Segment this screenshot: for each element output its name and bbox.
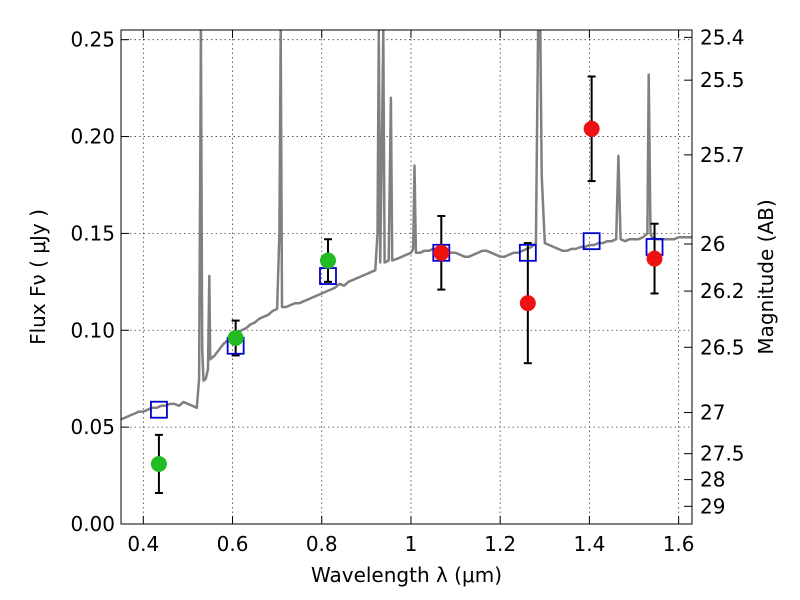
x-tick-label: 1 <box>405 532 418 556</box>
y-tick-label: 0.25 <box>70 28 115 52</box>
y-tick-labels: 0.00 0.05 0.10 0.15 0.20 0.25 <box>70 28 115 536</box>
optical-point <box>227 330 244 347</box>
model-photometry-squares <box>150 232 664 419</box>
y2-tick-label: 27.5 <box>700 442 745 466</box>
y-axis-label: Flux Fν ( μJy ) <box>26 209 50 345</box>
x-tick-label: 0.8 <box>306 532 338 556</box>
y2-tick-label: 25.5 <box>700 68 745 92</box>
y-tick-label: 0.10 <box>70 318 115 342</box>
plot-frame <box>120 29 693 525</box>
nir-point <box>519 295 536 312</box>
y-tick-label: 0.15 <box>70 221 115 245</box>
y2-tick-label: 28 <box>700 468 725 492</box>
x-tick-label: 0.6 <box>217 532 249 556</box>
y2-tick-label: 26 <box>700 232 725 256</box>
y2-axis-label: Magnitude (AB) <box>754 199 778 354</box>
y2-tick-label: 27 <box>700 401 725 425</box>
y2-tick-label: 26.2 <box>700 279 745 303</box>
x-tick-labels: 0.4 0.6 0.8 1 1.2 1.4 1.6 <box>127 532 694 556</box>
optical-point <box>150 455 167 472</box>
spectrum-series <box>121 30 692 421</box>
model-square-marker <box>518 243 537 262</box>
observed-photometry-points <box>150 120 663 472</box>
error-bars <box>154 75 659 495</box>
y2-tick-label: 25.4 <box>700 25 745 49</box>
y-tick-label: 0.00 <box>70 512 115 536</box>
x-tick-label: 1.6 <box>663 532 695 556</box>
spectrum-line <box>121 30 692 421</box>
grid-lines <box>121 30 692 525</box>
x-tick-label: 1.2 <box>484 532 516 556</box>
x-tick-label: 1.4 <box>573 532 605 556</box>
optical-point <box>319 252 336 269</box>
nir-point <box>433 244 450 261</box>
y-tick-label: 0.05 <box>70 415 115 439</box>
y-tick-label: 0.20 <box>70 125 115 149</box>
model-square-marker <box>582 232 601 251</box>
y2-tick-label: 29 <box>700 494 725 518</box>
axis-ticks <box>121 30 692 525</box>
y2-tick-label: 25.7 <box>700 143 745 167</box>
nir-point <box>646 250 663 267</box>
nir-point <box>583 120 600 137</box>
model-square-marker <box>150 400 168 419</box>
x-tick-label: 0.4 <box>127 532 159 556</box>
x-axis-label: Wavelength λ (μm) <box>311 563 502 587</box>
y2-tick-label: 26.5 <box>700 335 745 359</box>
